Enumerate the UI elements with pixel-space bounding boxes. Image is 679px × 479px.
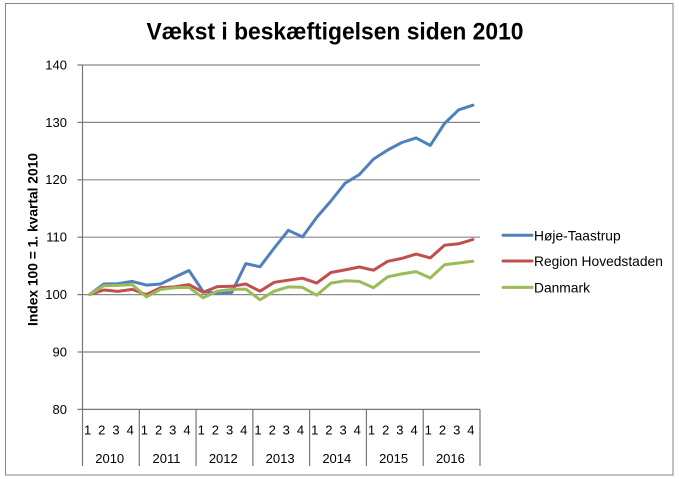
svg-text:1: 1 <box>425 422 432 437</box>
svg-text:1: 1 <box>141 422 148 437</box>
svg-text:3: 3 <box>226 422 233 437</box>
svg-text:3: 3 <box>283 422 290 437</box>
svg-text:130: 130 <box>45 115 67 130</box>
svg-text:4: 4 <box>354 422 361 437</box>
svg-text:110: 110 <box>46 230 67 245</box>
svg-text:2: 2 <box>439 422 446 437</box>
svg-text:2: 2 <box>212 422 219 437</box>
svg-text:1: 1 <box>84 422 91 437</box>
svg-text:140: 140 <box>45 57 67 72</box>
svg-text:Vækst i beskæftigelsen siden 2: Vækst i beskæftigelsen siden 2010 <box>147 19 524 46</box>
svg-text:Region Hovedstaden: Region Hovedstaden <box>534 254 663 269</box>
svg-text:3: 3 <box>112 422 119 437</box>
svg-text:120: 120 <box>45 172 67 187</box>
svg-text:4: 4 <box>240 422 247 437</box>
svg-text:1: 1 <box>311 422 318 437</box>
svg-text:2010: 2010 <box>95 451 124 466</box>
svg-text:Index 100 = 1. kvartal 2010: Index 100 = 1. kvartal 2010 <box>26 153 41 326</box>
svg-text:1: 1 <box>198 422 205 437</box>
svg-text:2: 2 <box>98 422 105 437</box>
svg-text:4: 4 <box>410 422 417 437</box>
svg-text:2012: 2012 <box>209 451 238 466</box>
svg-text:2014: 2014 <box>322 451 351 466</box>
svg-text:3: 3 <box>396 422 403 437</box>
svg-text:4: 4 <box>297 422 304 437</box>
svg-text:80: 80 <box>53 402 67 417</box>
svg-text:1: 1 <box>368 422 375 437</box>
svg-text:Høje-Taastrup: Høje-Taastrup <box>534 228 621 243</box>
svg-text:4: 4 <box>183 422 190 437</box>
svg-text:3: 3 <box>169 422 176 437</box>
svg-text:1: 1 <box>254 422 261 437</box>
svg-text:2: 2 <box>155 422 162 437</box>
svg-text:Danmark: Danmark <box>534 280 590 295</box>
svg-text:90: 90 <box>53 344 67 359</box>
svg-text:2016: 2016 <box>436 451 465 466</box>
svg-text:2013: 2013 <box>266 451 295 466</box>
svg-text:3: 3 <box>339 422 346 437</box>
svg-text:2: 2 <box>269 422 276 437</box>
svg-text:3: 3 <box>453 422 460 437</box>
svg-text:2011: 2011 <box>153 451 181 466</box>
svg-text:4: 4 <box>467 422 474 437</box>
svg-text:2015: 2015 <box>379 451 408 466</box>
svg-text:2: 2 <box>325 422 332 437</box>
svg-text:2: 2 <box>382 422 389 437</box>
svg-text:100: 100 <box>45 287 67 302</box>
svg-text:4: 4 <box>127 422 134 437</box>
